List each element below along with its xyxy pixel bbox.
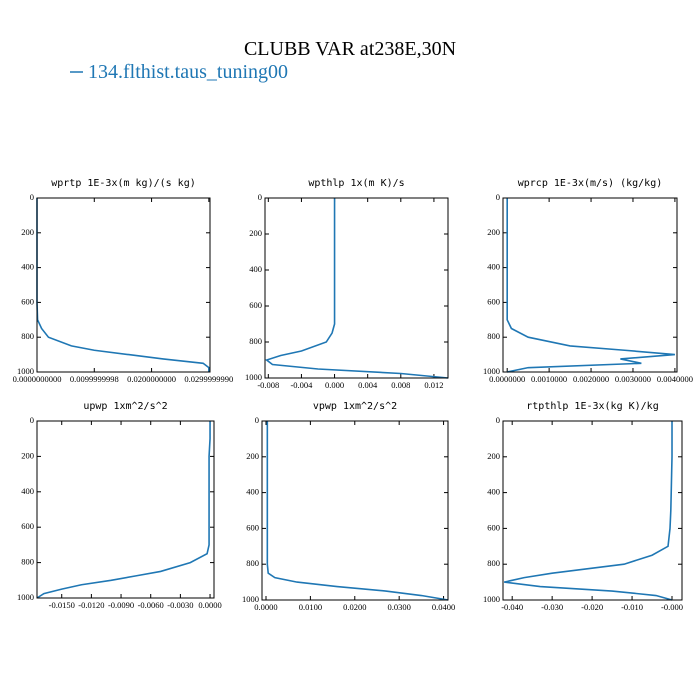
y-tick-label: 200 [487, 451, 500, 461]
plot-frame [502, 420, 683, 601]
x-tick-label: 0.0200 [343, 602, 366, 612]
x-tick-label: -0.0060 [138, 600, 164, 610]
panel-title: rtpthlp 1E-3x(kg K)/kg [526, 401, 658, 412]
x-tick-label: -0.0120 [78, 600, 104, 610]
y-tick-label: 400 [21, 262, 34, 272]
plot-frame [36, 197, 211, 373]
x-tick-label: 0.0400 [432, 602, 455, 612]
y-tick-label: 200 [249, 228, 262, 238]
x-tick-label: 0.0010000 [531, 374, 567, 384]
series-line [264, 198, 449, 379]
x-tick-label: 0.0100 [299, 602, 322, 612]
panel-title: wprcp 1E-3x(m/s) (kg/kg) [518, 178, 663, 189]
y-tick-label: 600 [249, 300, 262, 310]
x-tick-label: 0.0030000 [615, 374, 651, 384]
y-tick-label: 0 [496, 192, 500, 202]
panel-title: vpwp 1xm^2/s^2 [313, 401, 397, 412]
y-tick-label: 0 [258, 192, 262, 202]
y-tick-label: 800 [21, 331, 34, 341]
y-tick-label: 1000 [245, 372, 262, 382]
x-tick-label: 0.0099999998 [70, 374, 119, 384]
x-tick-label: -0.040 [501, 602, 523, 612]
x-tick-label: 0.004 [358, 380, 378, 390]
series-line [506, 198, 675, 373]
y-tick-label: 800 [249, 336, 262, 346]
y-tick-label: 400 [246, 487, 259, 497]
x-tick-label: -0.0150 [49, 600, 75, 610]
x-tick-label: 0.0000 [254, 602, 277, 612]
y-tick-label: 600 [21, 521, 34, 531]
x-tick-label: -0.000 [661, 602, 683, 612]
panel-title: wpthlp 1x(m K)/s [308, 178, 404, 189]
x-tick-label: 0.0299999990 [184, 374, 233, 384]
x-tick-label: -0.0030 [167, 600, 193, 610]
y-tick-label: 600 [487, 522, 500, 532]
x-tick-label: 0.0000000000 [13, 374, 62, 384]
plot-frame [264, 197, 449, 379]
y-tick-label: 600 [487, 296, 500, 306]
y-tick-label: 0 [30, 192, 34, 202]
y-tick-label: 800 [246, 558, 259, 568]
y-tick-label: 600 [21, 296, 34, 306]
x-tick-label: 0.0020000 [573, 374, 609, 384]
x-tick-label: 0.008 [391, 380, 410, 390]
y-tick-label: 400 [487, 487, 500, 497]
y-tick-label: 800 [487, 558, 500, 568]
panel-title: wprtp 1E-3x(m kg)/(s kg) [51, 178, 196, 189]
y-tick-label: 1000 [17, 366, 34, 376]
x-tick-label: -0.008 [257, 380, 279, 390]
x-tick-label: -0.020 [581, 602, 603, 612]
y-tick-label: 200 [21, 227, 34, 237]
y-tick-label: 800 [487, 331, 500, 341]
y-tick-label: 1000 [483, 366, 500, 376]
y-tick-label: 0 [30, 415, 34, 425]
x-tick-label: -0.030 [541, 602, 563, 612]
y-tick-label: 1000 [242, 594, 259, 604]
x-tick-label: 0.0000000 [489, 374, 525, 384]
y-tick-label: 600 [246, 522, 259, 532]
series-line [36, 421, 211, 599]
x-tick-label: -0.004 [290, 380, 313, 390]
y-tick-label: 400 [487, 262, 500, 272]
y-tick-label: 200 [246, 451, 259, 461]
plot-frame [36, 420, 215, 599]
plot-frame [502, 197, 678, 373]
x-tick-label: 0.0040000 [657, 374, 693, 384]
y-tick-label: 0 [255, 415, 259, 425]
y-tick-label: 400 [21, 486, 34, 496]
legend-label: 134.flthist.taus_tuning00 [88, 61, 288, 83]
x-tick-label: 0.012 [424, 380, 443, 390]
y-tick-label: 0 [496, 415, 500, 425]
plot-frame [261, 420, 449, 601]
series-line [266, 421, 449, 601]
y-tick-label: 800 [21, 557, 34, 567]
x-tick-label: 0.000 [325, 380, 344, 390]
x-tick-label: 0.0300 [387, 602, 410, 612]
y-tick-label: 1000 [483, 594, 500, 604]
x-tick-label: 0.0000 [198, 600, 221, 610]
x-tick-label: 0.0200000000 [127, 374, 176, 384]
y-tick-label: 1000 [17, 592, 34, 602]
panel-title: upwp 1xm^2/s^2 [83, 401, 167, 412]
figure-title: CLUBB VAR at238E,30N [244, 38, 456, 60]
y-tick-label: 400 [249, 264, 262, 274]
y-tick-label: 200 [487, 227, 500, 237]
series-line [504, 421, 673, 601]
y-tick-label: 200 [21, 450, 34, 460]
x-tick-label: -0.010 [621, 602, 643, 612]
x-tick-label: -0.0090 [108, 600, 134, 610]
